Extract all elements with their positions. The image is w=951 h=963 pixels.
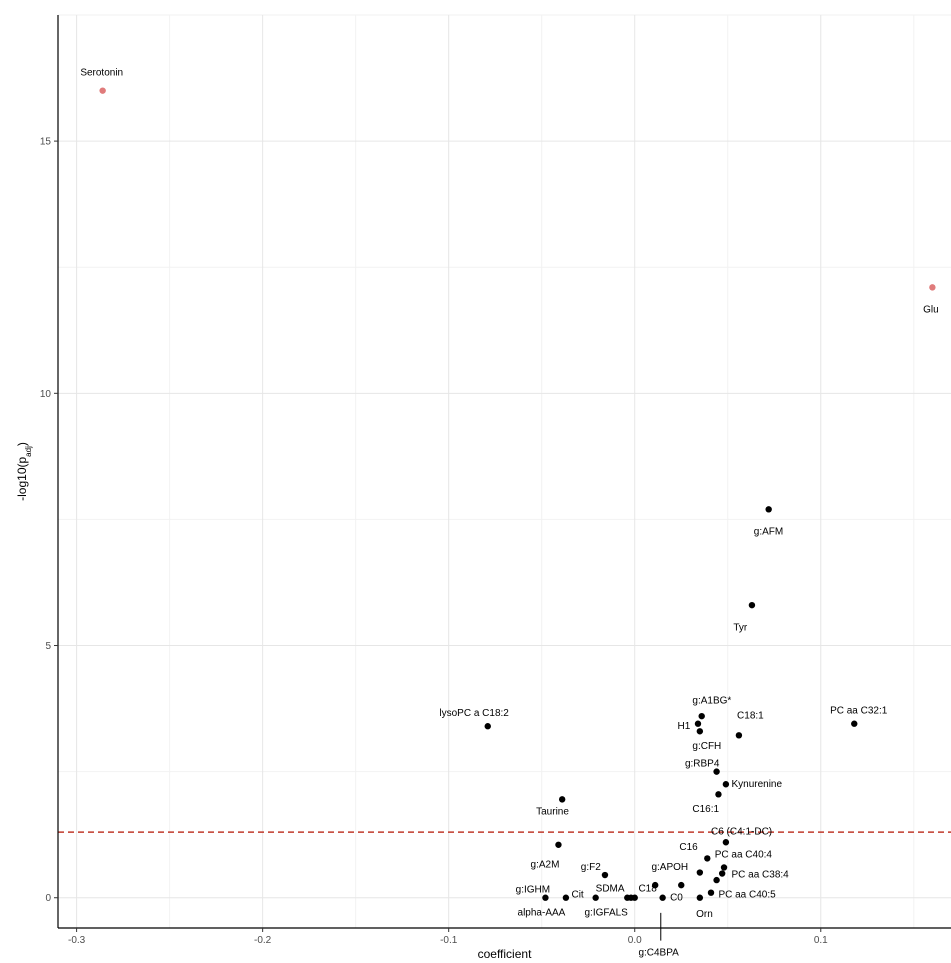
point-label: C18:1 (737, 711, 764, 722)
data-point (722, 839, 730, 846)
data-point (484, 723, 491, 730)
y-tick-label: 5 (45, 641, 51, 652)
point-label: Cit (571, 890, 583, 901)
point-labels: Serotonin Glu g:AFM Tyr PC aa C32:1 lysoPC a … (80, 68, 938, 959)
point-label: PC aa C40:5 (718, 890, 776, 901)
point-label: g:C4BPA (638, 948, 679, 959)
data-point (542, 894, 549, 901)
y-axis-title-main: -log10(p (15, 457, 29, 501)
x-axis-ticks: -0.3 -0.2 -0.1 0.0 0.1 (68, 928, 828, 946)
grid (58, 14, 951, 928)
point-label: C16:1 (692, 804, 719, 815)
x-tick-label: 0.1 (814, 935, 828, 946)
point-label: C18 (638, 884, 657, 895)
y-tick-label: 10 (40, 389, 52, 400)
data-point (601, 871, 609, 879)
data-point (707, 889, 715, 896)
point-label: alpha-AAA (518, 907, 566, 918)
data-point (715, 791, 722, 798)
data-point (678, 881, 685, 889)
point-label: g:IGHM (516, 885, 550, 896)
data-point (713, 768, 720, 775)
point-label: g:A1BG* (692, 696, 731, 707)
y-axis-ticks: 0 5 10 15 (40, 137, 58, 904)
x-tick-label: -0.3 (68, 935, 86, 946)
data-point (555, 841, 562, 848)
data-point (694, 720, 702, 727)
data-point (99, 87, 106, 94)
data-point (696, 728, 704, 735)
point-label: Serotonin (80, 68, 123, 79)
data-point (765, 506, 772, 513)
point-label: PC aa C40:4 (715, 849, 773, 860)
data-point (851, 720, 858, 727)
point-label: lysoPC a C18:2 (439, 708, 509, 719)
point-label: SDMA (596, 884, 625, 895)
data-point (696, 894, 704, 901)
data-point (696, 869, 704, 876)
data-point (562, 894, 570, 901)
point-label: g:AFM (754, 527, 783, 538)
y-tick-label: 0 (45, 893, 51, 904)
data-point (718, 870, 726, 877)
data-point (929, 284, 936, 291)
point-label: PC aa C38:4 (731, 870, 789, 881)
point-label: g:APOH (651, 862, 688, 873)
data-points (99, 87, 936, 901)
point-label: C0 (670, 892, 683, 903)
point-label: Glu (923, 305, 939, 316)
point-label: C16 (679, 842, 698, 853)
data-point (748, 601, 756, 609)
y-axis-title: -log10(padj) (15, 442, 33, 501)
x-tick-label: 0.0 (628, 935, 642, 946)
point-label: g:F2 (581, 862, 601, 873)
point-label: g:RBP4 (685, 759, 720, 770)
x-axis-title: coefficient (478, 947, 532, 961)
data-point (651, 881, 659, 889)
point-label: g:CFH (692, 741, 721, 752)
point-label: PC aa C32:1 (830, 706, 888, 717)
y-tick-label: 15 (40, 137, 52, 148)
point-label: g:IGFALS (584, 907, 628, 918)
data-point (592, 894, 599, 901)
data-point (659, 894, 666, 901)
data-point (713, 876, 720, 884)
data-point (631, 894, 638, 901)
point-label: Taurine (536, 807, 569, 818)
y-axis-title-subscript: adj (24, 446, 33, 457)
y-axis-title-close: ) (15, 442, 29, 446)
point-label: Kynurenine (731, 779, 782, 790)
point-label: Orn (696, 909, 713, 920)
x-tick-label: -0.1 (440, 935, 458, 946)
point-label: g:A2M (531, 859, 560, 870)
data-point (722, 781, 730, 788)
x-tick-label: -0.2 (254, 935, 272, 946)
data-point (720, 864, 728, 871)
point-label: Tyr (733, 622, 748, 633)
data-point (704, 855, 711, 862)
data-point (698, 712, 705, 720)
point-label: H1 (678, 721, 691, 732)
data-point (735, 732, 743, 739)
point-label: C6 (C4:1-DC) (711, 827, 772, 838)
data-point (558, 796, 566, 803)
